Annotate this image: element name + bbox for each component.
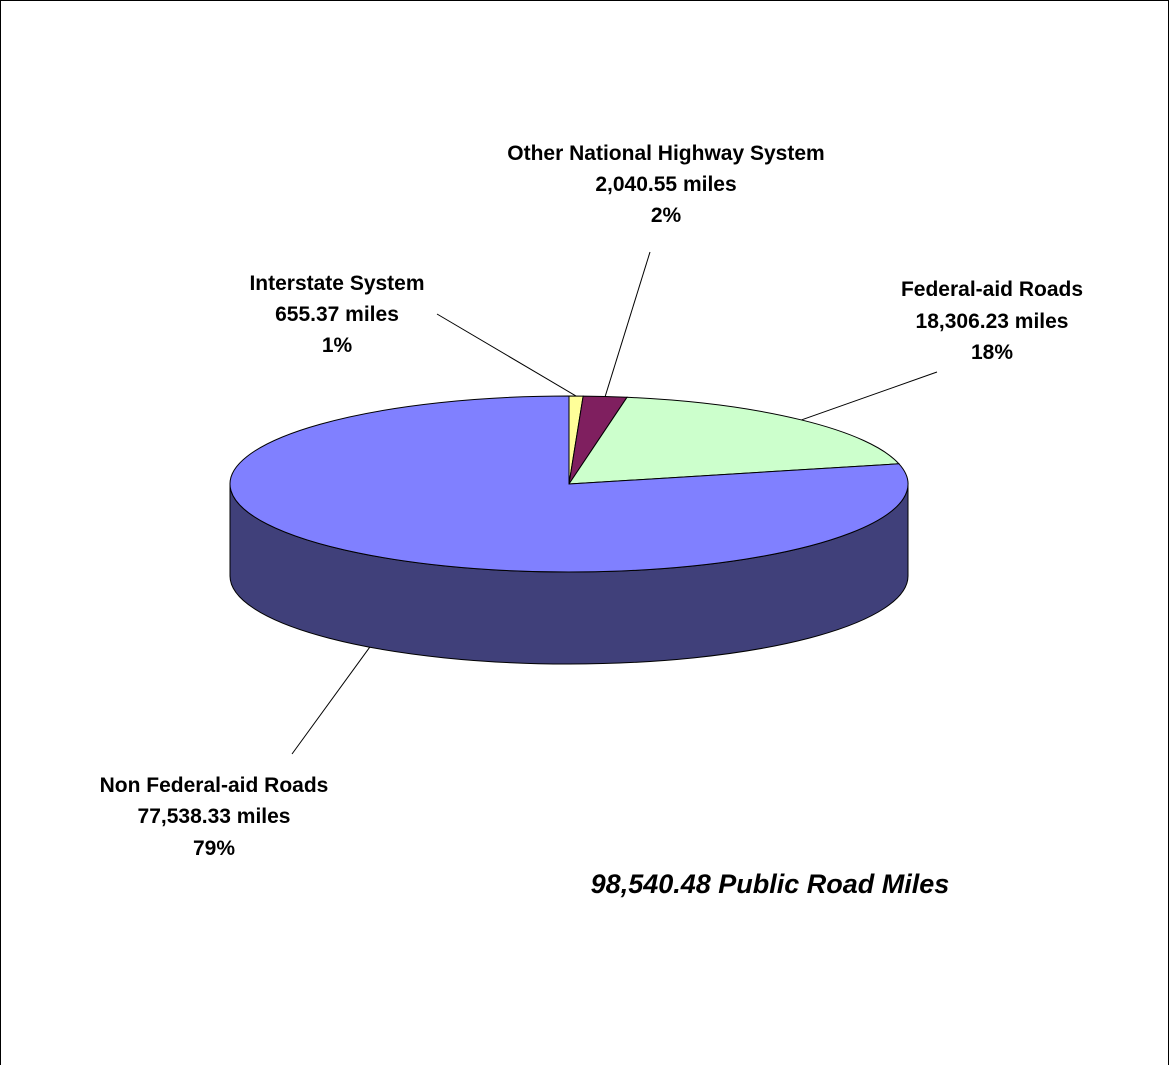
label-non-federal-aid-value: 77,538.33 miles <box>138 805 291 828</box>
leader-lines <box>291 251 938 755</box>
label-federal-aid-percent: 18% <box>971 341 1013 364</box>
label-other-nhs-name: Other National Highway System <box>507 142 824 165</box>
label-non-federal-aid-name: Non Federal-aid Roads <box>100 774 329 797</box>
label-other-nhs-percent: 2% <box>651 204 682 227</box>
pie-slice-non-federal-aid-roads <box>229 395 909 573</box>
leader-line-federal-aid-roads <box>801 371 938 421</box>
leader-line-other-national-highway-system <box>604 251 651 397</box>
label-interstate-system-name: Interstate System <box>249 272 424 295</box>
leader-line-non-federal-aid-roads <box>291 646 371 755</box>
label-interstate-system-value: 655.37 miles <box>275 303 399 326</box>
leader-line-interstate-system <box>436 313 577 397</box>
label-interstate-system-percent: 1% <box>322 334 353 357</box>
label-non-federal-aid-percent: 79% <box>193 837 235 860</box>
label-other-nhs-value: 2,040.55 miles <box>595 173 736 196</box>
total-road-miles-label: 98,540.48 Public Road Miles <box>591 869 950 899</box>
pie-top-face <box>229 395 909 573</box>
label-federal-aid-name: Federal-aid Roads <box>901 278 1083 301</box>
label-federal-aid-value: 18,306.23 miles <box>916 310 1069 333</box>
